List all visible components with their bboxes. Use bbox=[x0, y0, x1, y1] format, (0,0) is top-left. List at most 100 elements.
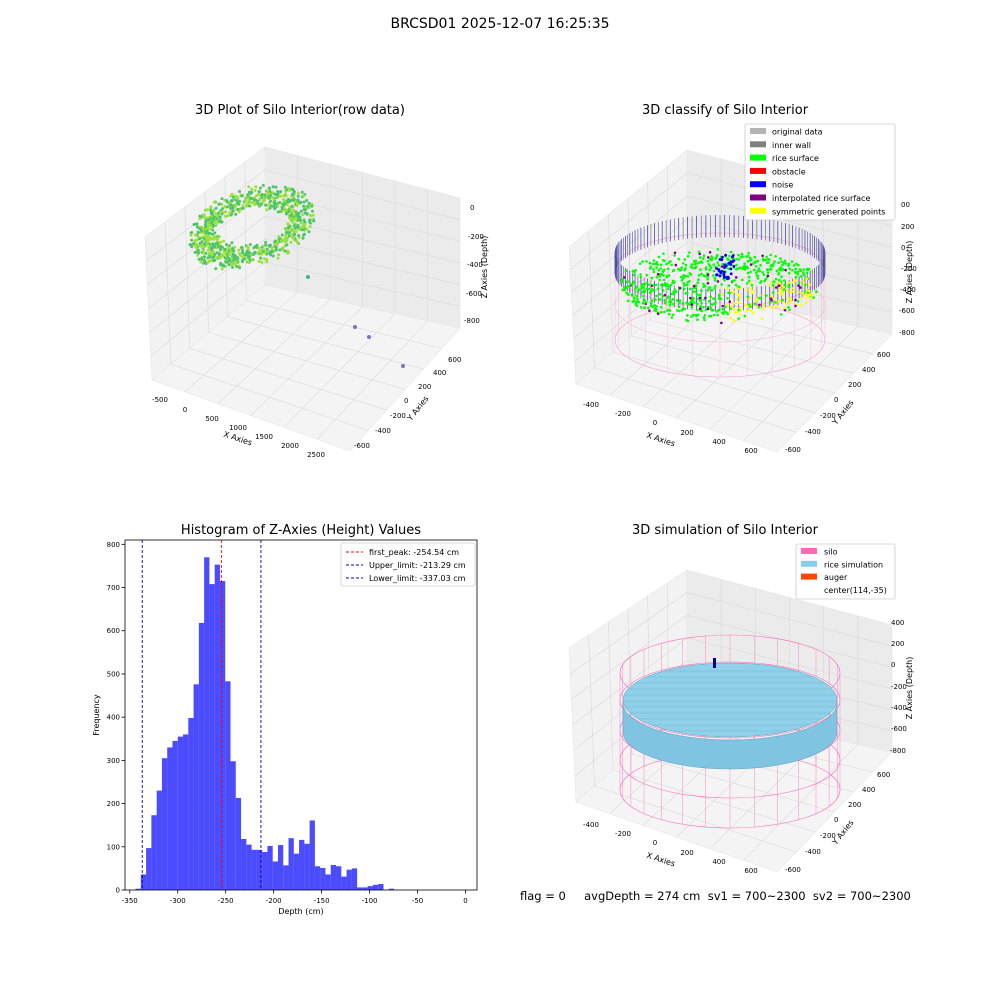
raw-point bbox=[227, 263, 231, 267]
raw-point bbox=[275, 193, 279, 197]
histogram-bar bbox=[256, 849, 263, 890]
raw-point bbox=[204, 234, 208, 238]
rice-point bbox=[682, 284, 686, 287]
raw-point bbox=[296, 194, 300, 198]
rice-point bbox=[625, 291, 628, 295]
rice-point bbox=[766, 268, 769, 272]
rice-point bbox=[704, 275, 707, 278]
rice-point bbox=[736, 267, 739, 270]
rice-point bbox=[777, 267, 781, 271]
raw-point bbox=[270, 195, 274, 199]
raw-point bbox=[231, 195, 235, 199]
legend-label: original data bbox=[772, 128, 823, 137]
rice-point bbox=[748, 296, 752, 300]
rice-point bbox=[734, 276, 738, 279]
simulation-legend: silo rice simulation auger center(114,-35) bbox=[795, 543, 896, 600]
z-tick-label: -800 bbox=[890, 747, 906, 755]
raw-point bbox=[274, 248, 278, 252]
rice-point bbox=[650, 276, 654, 280]
rice-point bbox=[783, 259, 787, 263]
x-tick-label: 400 bbox=[712, 438, 725, 446]
noise-point bbox=[723, 263, 726, 267]
rice-point bbox=[639, 273, 642, 276]
rice-point bbox=[659, 283, 663, 287]
rice-point bbox=[779, 313, 783, 316]
rice-point bbox=[746, 266, 750, 270]
rice-point bbox=[672, 302, 675, 306]
rice-point bbox=[737, 253, 740, 257]
raw-point bbox=[213, 231, 217, 235]
raw-point bbox=[215, 219, 219, 223]
z-tick-label: 400 bbox=[891, 619, 904, 627]
rice-point bbox=[805, 277, 808, 280]
rice-point bbox=[808, 283, 811, 287]
rice-point bbox=[746, 260, 750, 263]
raw-point bbox=[246, 250, 250, 254]
rice-point bbox=[680, 279, 684, 282]
rice-point bbox=[780, 275, 783, 279]
histogram-bar bbox=[341, 876, 347, 890]
raw-point bbox=[237, 248, 241, 252]
x-axis-label: X Axies bbox=[222, 430, 253, 448]
rice-point bbox=[808, 293, 811, 297]
rice-point bbox=[681, 262, 685, 265]
raw-point bbox=[285, 231, 289, 235]
raw-point bbox=[266, 203, 270, 207]
rice-point bbox=[785, 289, 789, 292]
raw-point bbox=[209, 259, 213, 263]
rice-point bbox=[771, 283, 775, 287]
rice-point bbox=[788, 308, 791, 312]
rice-point bbox=[741, 278, 744, 282]
raw-point bbox=[263, 251, 267, 255]
classify-legend: original data inner wall rice surface obsta… bbox=[744, 123, 896, 221]
raw-point bbox=[236, 197, 240, 201]
rice-point bbox=[799, 296, 803, 300]
rice-point bbox=[654, 262, 657, 266]
rice-point bbox=[663, 259, 666, 263]
rice-point bbox=[791, 287, 795, 290]
rice-point bbox=[657, 255, 661, 259]
rice-point bbox=[745, 288, 749, 292]
rice-point bbox=[777, 292, 781, 295]
histogram-bar bbox=[293, 853, 300, 890]
raw-point bbox=[193, 239, 197, 243]
legend-label: rice surface bbox=[772, 154, 819, 163]
rice-point bbox=[753, 302, 756, 306]
raw-point bbox=[206, 221, 210, 225]
rice-point bbox=[749, 270, 752, 274]
legend-swatch bbox=[750, 207, 766, 214]
raw-point bbox=[285, 228, 288, 232]
y-tick-label: -200 bbox=[820, 832, 836, 840]
grid-line bbox=[569, 172, 688, 271]
histogram-bar bbox=[225, 681, 231, 890]
rice-point bbox=[765, 294, 768, 297]
raw-point bbox=[212, 208, 216, 212]
rice-point bbox=[708, 251, 712, 254]
x-tick-label: -100 bbox=[362, 897, 378, 905]
raw-point bbox=[231, 252, 235, 256]
raw-point bbox=[242, 257, 246, 261]
x-tick-label: -200 bbox=[266, 897, 282, 905]
rice-point bbox=[741, 266, 744, 269]
rice-point bbox=[643, 306, 646, 309]
raw-point bbox=[259, 203, 263, 207]
rice-point bbox=[783, 306, 786, 310]
x-tick-label: -250 bbox=[218, 897, 234, 905]
rice-point bbox=[636, 290, 640, 293]
rice-point bbox=[707, 263, 711, 266]
rice-point bbox=[648, 261, 652, 265]
rice-point bbox=[703, 314, 707, 317]
rice-point bbox=[675, 290, 678, 294]
rice-point bbox=[764, 278, 767, 281]
grid-line bbox=[572, 637, 688, 726]
rice-point bbox=[706, 288, 710, 292]
raw-point bbox=[288, 189, 292, 192]
raw-point bbox=[217, 252, 221, 256]
rice-point bbox=[693, 262, 696, 266]
raw-point bbox=[230, 263, 234, 267]
legend-label: silo bbox=[824, 548, 838, 557]
raw-point bbox=[260, 252, 264, 256]
raw-point bbox=[237, 210, 241, 214]
rice-point bbox=[764, 258, 767, 262]
rice-point bbox=[686, 302, 690, 306]
